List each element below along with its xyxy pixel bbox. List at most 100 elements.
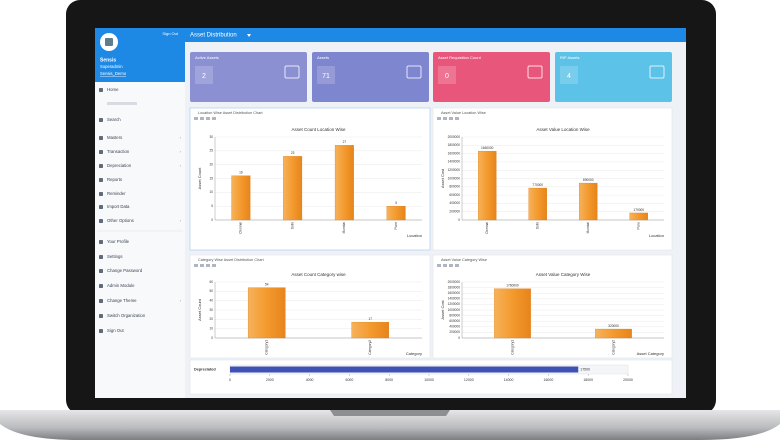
menu-icon	[99, 329, 103, 333]
toolbar-icon[interactable]	[449, 117, 453, 120]
y-tick-label: 1800000	[448, 143, 461, 147]
menu-icon	[99, 136, 103, 140]
toolbar-icon[interactable]	[443, 264, 447, 267]
x-axis-label: Location	[407, 233, 422, 238]
card-icon	[284, 65, 300, 79]
toolbar-icon[interactable]	[200, 117, 204, 120]
menu-item[interactable]: Admin Module	[107, 283, 135, 288]
y-tick-label: 5	[211, 204, 213, 208]
y-axis-label: Asset Cost	[440, 168, 445, 188]
toolbar-icon[interactable]	[200, 264, 204, 267]
summary-card[interactable]	[190, 52, 307, 102]
bar-value-label: 23	[291, 151, 295, 155]
bar	[579, 182, 598, 221]
topbar	[185, 28, 686, 42]
y-tick-label: 600000	[449, 319, 460, 323]
card-label: Asset Requisition Count	[438, 55, 482, 60]
menu-item[interactable]: Your Profile	[107, 239, 130, 244]
card-icon	[406, 65, 422, 79]
menu-item[interactable]: Change Password	[107, 268, 143, 273]
menu-blurred-item	[107, 102, 137, 105]
card-value: 71	[322, 73, 330, 80]
x-tick-label: 12000	[464, 378, 474, 382]
menu-icon	[99, 192, 103, 196]
menu-item[interactable]: Reminder	[107, 191, 126, 196]
toolbar-icon[interactable]	[212, 117, 216, 120]
toolbar-icon[interactable]	[437, 117, 441, 120]
y-tick-label: 30	[209, 135, 213, 139]
bar-value-label: 1760000	[506, 284, 519, 288]
menu-chevron: ›	[180, 163, 182, 168]
x-tick-label: Category1	[265, 340, 269, 355]
toolbar-icon[interactable]	[206, 117, 210, 120]
menu-item[interactable]: Masters	[107, 135, 122, 140]
avatar-icon	[105, 38, 113, 46]
y-tick-label: 0	[211, 336, 213, 340]
card-value: 0	[445, 73, 449, 80]
x-axis-label: Asset Category	[637, 351, 664, 356]
y-tick-label: 1400000	[448, 160, 461, 164]
card-icon	[527, 65, 543, 79]
sign-out-link[interactable]: Sign Out	[162, 31, 178, 36]
menu-item[interactable]: Change Theme	[107, 298, 137, 303]
menu-item[interactable]: Reports	[107, 177, 122, 182]
toolbar-icon[interactable]	[437, 264, 441, 267]
x-tick-label: Delhi	[290, 222, 294, 230]
x-tick-label: Delhi	[536, 222, 540, 230]
y-tick-label: 200000	[449, 330, 460, 334]
toolbar-icon[interactable]	[194, 117, 198, 120]
x-tick-label: Category2	[611, 340, 615, 355]
toolbar-icon[interactable]	[212, 264, 216, 267]
panel-title: Asset Value Location Wise	[441, 111, 486, 115]
summary-card[interactable]	[433, 52, 550, 102]
toolbar-icon[interactable]	[449, 264, 453, 267]
bar	[230, 366, 579, 373]
y-tick-label: 10	[209, 190, 213, 194]
toolbar-icon[interactable]	[194, 264, 198, 267]
user-name: Sensis	[100, 57, 116, 63]
y-tick-label: 0	[211, 218, 213, 222]
menu-item[interactable]: Settings	[107, 254, 123, 259]
x-tick-label: 0	[229, 378, 231, 382]
menu-item[interactable]: Import Data	[107, 204, 130, 209]
y-tick-label: 15	[209, 176, 213, 180]
topbar-title[interactable]: Asset Distribution	[190, 33, 237, 39]
x-tick-label: Mumbai	[586, 222, 590, 234]
x-axis-label: Category	[406, 351, 422, 356]
x-tick-label: 2000	[266, 378, 274, 382]
menu-item[interactable]: Other Options	[107, 218, 134, 223]
card-value-box	[438, 66, 456, 84]
menu-chevron: ›	[180, 218, 182, 223]
menu-icon	[99, 219, 103, 223]
summary-card[interactable]	[312, 52, 429, 102]
toolbar-icon[interactable]	[206, 264, 210, 267]
menu-item[interactable]: Search	[107, 117, 121, 122]
menu-item[interactable]: Home	[107, 87, 119, 92]
y-tick-label: 1600000	[448, 151, 461, 155]
menu-icon	[99, 164, 103, 168]
toolbar-icon[interactable]	[455, 117, 459, 120]
panel-title: Location Wise Asset Distribution Chart	[198, 111, 264, 115]
bar-value-label: 17	[368, 317, 372, 321]
menu-icon	[99, 314, 103, 318]
y-tick-label: 1200000	[448, 302, 461, 306]
card-value-box	[195, 66, 213, 84]
user-org[interactable]: Sensis_Demo	[100, 71, 127, 76]
x-tick-label: Chennai	[239, 222, 243, 234]
bar-value-label: 770000	[532, 183, 543, 187]
menu-item[interactable]: Depreciation	[107, 163, 132, 168]
menu-item[interactable]: Transaction	[107, 149, 130, 154]
bar-value-label: 170000	[633, 208, 644, 212]
menu-item[interactable]: Sign Out	[107, 328, 125, 333]
summary-card[interactable]	[555, 52, 672, 102]
bar-value-label: 17500	[580, 367, 590, 371]
menu-icon	[99, 178, 103, 182]
menu-item[interactable]: Switch Organization	[107, 313, 146, 318]
y-tick-label: 400000	[449, 325, 460, 329]
toolbar-icon[interactable]	[443, 117, 447, 120]
bar-value-label: 320000	[608, 324, 619, 328]
y-tick-label: 200000	[449, 210, 460, 214]
chart-panel	[189, 254, 431, 359]
y-tick-label: 2000000	[448, 135, 461, 139]
toolbar-icon[interactable]	[455, 264, 459, 267]
